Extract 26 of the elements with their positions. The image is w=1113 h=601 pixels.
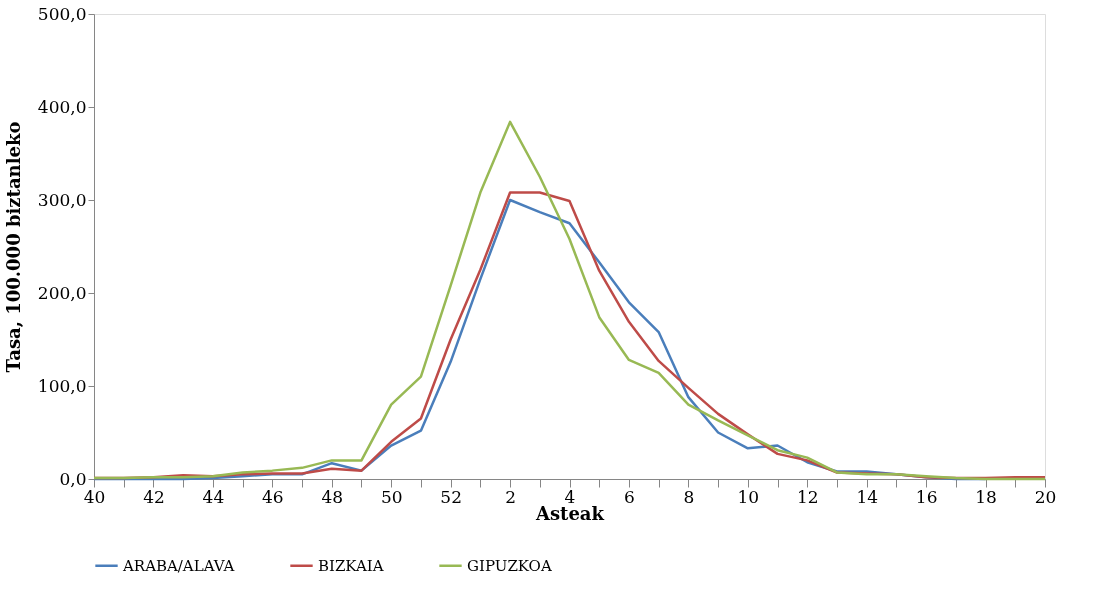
x-tick-label: 6 — [624, 486, 635, 507]
legend-label: BIZKAIA — [318, 556, 384, 575]
x-tick-label: 10 — [737, 486, 760, 507]
y-axis-title: Tasa, 100.000 biztanleko — [2, 121, 24, 373]
x-tick-label: 52 — [440, 486, 462, 507]
y-tick-label: 200,0 — [37, 282, 87, 303]
legend-label: GIPUZKOA — [467, 556, 552, 575]
x-tick-label: 44 — [202, 486, 225, 507]
x-tick-label: 2 — [505, 486, 516, 507]
x-tick-label: 48 — [321, 486, 344, 507]
x-tick-label: 18 — [975, 486, 997, 507]
x-tick-label: 50 — [380, 486, 403, 507]
y-tick-label: 500,0 — [37, 3, 87, 24]
x-tick-label: 46 — [261, 486, 284, 507]
x-tick-label: 20 — [1034, 486, 1057, 507]
x-tick-label: 42 — [143, 486, 165, 507]
y-tick-label: 400,0 — [37, 96, 87, 117]
x-tick-label: 16 — [915, 486, 938, 507]
y-tick-label: 0,0 — [59, 468, 87, 489]
y-tick-label: 100,0 — [37, 375, 87, 396]
x-tick-label: 8 — [683, 486, 695, 507]
legend-label: ARABA/ALAVA — [122, 556, 235, 575]
x-tick-label: 12 — [796, 486, 819, 507]
x-tick-label: 40 — [83, 486, 106, 507]
x-tick-label: 14 — [856, 486, 879, 507]
y-tick-label: 300,0 — [37, 189, 87, 210]
